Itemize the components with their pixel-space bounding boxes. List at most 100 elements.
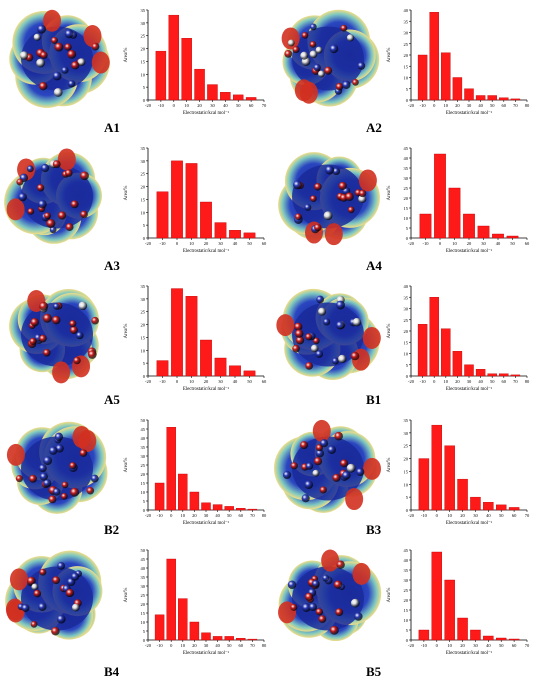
bar [200,201,212,239]
x-tick-label: 40 [215,513,220,518]
x-tick-label: 30 [481,241,486,246]
electrostatic-surface-image [9,288,99,384]
electrostatic-surface-image [281,9,380,107]
x-tick-label: 70 [525,643,530,648]
y-axis-label: Area/% [124,458,129,473]
x-tick-label: 20 [460,643,465,648]
panel-label: B2 [104,522,120,537]
y-tick-label: 50 [141,548,146,553]
bar [452,351,463,377]
x-tick-label: 60 [525,241,530,246]
x-tick-label: 40 [233,241,238,246]
x-tick-label: 10 [184,103,189,108]
y-axis-label: Area/% [387,324,392,339]
y-tick-label: 0 [406,638,409,643]
y-tick-label: 30 [141,21,146,26]
y-axis-label: Area/% [387,186,392,201]
y-tick-label: 40 [404,558,409,563]
panel-label: A4 [366,258,382,273]
x-tick-label: -10 [421,513,428,518]
bar [418,458,430,511]
bar [487,373,497,377]
bar [492,233,504,239]
bar [418,629,430,641]
bar [200,339,212,377]
x-tick-label: -20 [145,513,152,518]
x-tick-label: 70 [513,379,518,384]
x-tick-label: 20 [455,379,460,384]
bar [475,95,486,101]
y-axis-label: Area/% [124,186,129,201]
x-tick-label: 40 [233,379,238,384]
x-tick-label: 40 [223,103,228,108]
bar [207,84,218,101]
bar [185,296,198,377]
panel-label: A2 [366,120,382,135]
bar [483,635,494,641]
y-tick-label: 25 [141,34,146,39]
x-tick-label: 30 [210,103,215,108]
x-tick-label: -20 [145,241,152,246]
bar [224,636,234,641]
y-tick-label: 0 [406,508,409,513]
y-tick-label: 10 [141,348,146,353]
bar [419,213,432,239]
y-tick-label: 35 [404,166,409,171]
x-tick-label: 20 [204,241,209,246]
y-tick-label: 0 [406,236,409,241]
bar [508,638,520,641]
x-tick-label: 40 [486,513,491,518]
y-tick-label: 15 [141,59,146,64]
y-tick-label: 30 [141,454,146,459]
x-tick-label: 20 [204,379,209,384]
bar [441,52,451,101]
histogram-chart: 0 5 10 15 20 25 30 35 -20 -10 0 10 20 30 40 50 60 Electro… [124,284,267,392]
y-tick-label: 25 [404,318,409,323]
y-tick-label: 5 [406,87,409,92]
x-axis-label: Electrostatic/kcal mol⁻¹ [183,248,229,254]
x-tick-label: 60 [239,513,244,518]
x-tick-label: 60 [262,379,267,384]
x-tick-label: 60 [502,379,507,384]
y-tick-label: 5 [143,223,146,228]
electrostatic-surface-image [9,9,110,108]
y-tick-label: 35 [141,146,146,151]
x-tick-label: -20 [408,241,415,246]
y-tick-label: 15 [404,469,409,474]
y-tick-label: 5 [406,226,409,231]
panel-a1: 0 5 10 15 20 25 30 35 -20 -10 0 10 20 30 40 50 60 70 Elect… [0,0,280,138]
y-tick-label: 45 [404,146,409,151]
x-tick-label: 0 [436,513,439,518]
y-tick-label: 30 [404,578,409,583]
y-tick-label: 5 [143,499,146,504]
y-tick-label: 10 [141,210,146,215]
y-tick-label: 35 [141,445,146,450]
y-tick-label: 0 [143,508,146,513]
bar [417,54,428,101]
y-tick-label: 20 [141,472,146,477]
bar [431,551,443,641]
y-tick-label: 5 [143,629,146,634]
bar [464,88,474,101]
bar [212,636,223,641]
y-tick-label: 10 [404,216,409,221]
y-axis-label: Area/% [124,588,129,603]
panel-b4: 0 5 10 15 20 25 30 35 40 45 50 -20 -10 0 10 20 30 40 50 60 7… [0,540,280,682]
y-tick-label: 15 [141,197,146,202]
x-tick-label: 70 [250,513,255,518]
bar [194,68,205,101]
y-tick-label: 20 [141,185,146,190]
x-tick-label: 60 [502,103,507,108]
x-tick-label: 10 [189,241,194,246]
y-tick-label: 25 [404,42,409,47]
y-tick-label: 30 [404,307,409,312]
bar [470,629,481,641]
y-tick-label: 10 [141,620,146,625]
x-tick-label: 30 [218,241,223,246]
bar [495,637,507,641]
panel-label: A5 [104,392,120,407]
panel-label: A1 [104,120,120,135]
bar [431,424,443,511]
y-tick-label: 0 [143,638,146,643]
x-tick-label: 50 [227,643,232,648]
